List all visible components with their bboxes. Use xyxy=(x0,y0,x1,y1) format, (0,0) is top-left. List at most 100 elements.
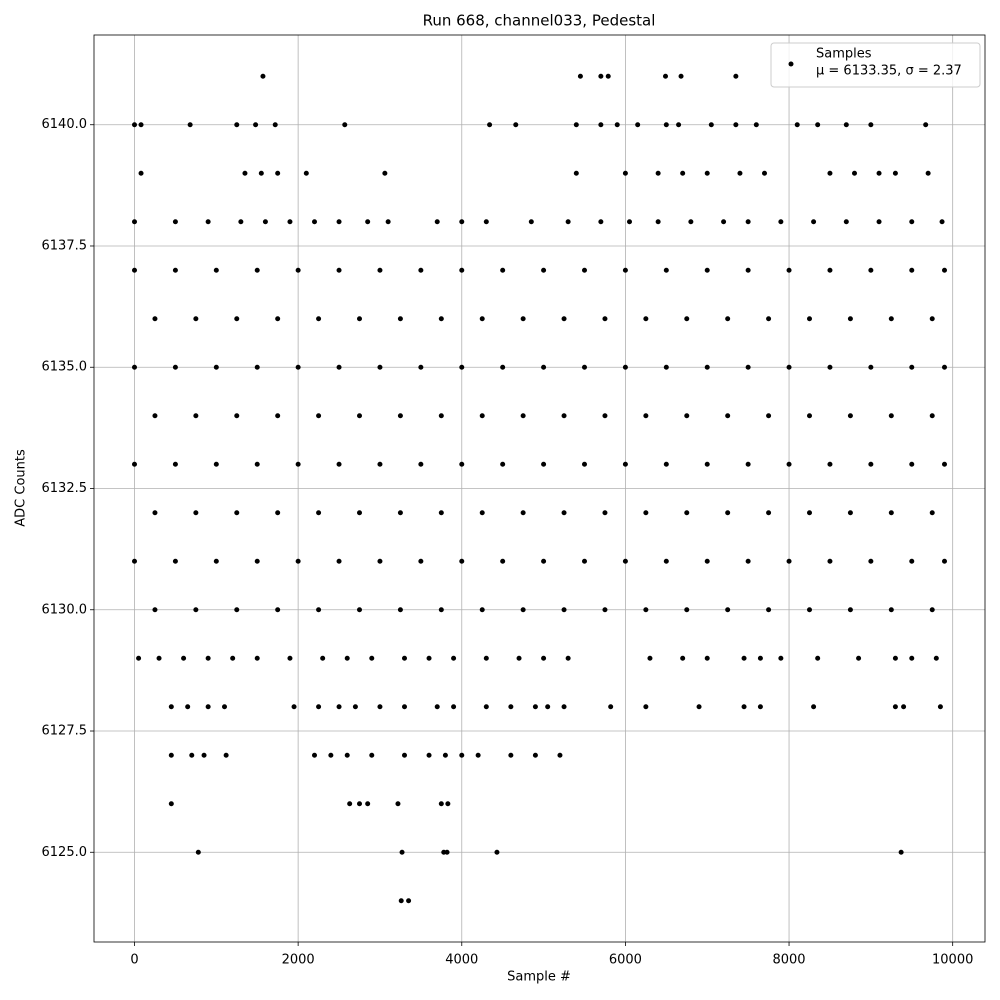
point xyxy=(901,704,907,710)
point xyxy=(272,122,278,128)
point xyxy=(347,801,353,807)
point xyxy=(827,267,833,273)
point xyxy=(399,849,405,855)
point xyxy=(316,607,322,613)
point xyxy=(704,558,710,564)
point xyxy=(688,219,694,225)
point xyxy=(254,364,260,370)
point xyxy=(778,655,784,661)
point xyxy=(213,267,219,273)
point xyxy=(397,607,403,613)
point xyxy=(475,752,481,758)
legend-marker xyxy=(788,61,794,67)
point xyxy=(582,267,587,273)
point xyxy=(438,801,444,807)
point xyxy=(684,607,690,613)
point xyxy=(807,607,812,613)
point xyxy=(725,607,731,613)
point xyxy=(275,170,281,176)
point xyxy=(152,316,158,322)
point xyxy=(442,752,448,758)
point xyxy=(320,655,326,661)
point xyxy=(459,461,465,467)
point xyxy=(663,267,669,273)
point xyxy=(757,704,763,710)
y-axis-label: ADC Counts xyxy=(14,449,29,527)
point xyxy=(152,413,158,419)
point xyxy=(238,219,244,225)
point xyxy=(696,704,702,710)
point xyxy=(704,461,710,467)
point xyxy=(459,752,465,758)
point xyxy=(663,73,668,79)
point xyxy=(643,607,649,613)
point xyxy=(254,267,260,273)
point xyxy=(528,219,534,225)
point xyxy=(234,316,240,322)
point xyxy=(336,461,342,467)
point xyxy=(262,219,268,225)
point xyxy=(316,316,322,322)
point xyxy=(242,170,248,176)
point xyxy=(532,704,538,710)
point xyxy=(418,461,424,467)
point xyxy=(181,655,187,661)
point xyxy=(868,558,874,564)
point xyxy=(136,655,142,661)
point xyxy=(494,849,500,855)
point xyxy=(778,219,784,225)
point xyxy=(888,413,894,419)
point xyxy=(622,267,628,273)
point xyxy=(336,364,342,370)
point xyxy=(520,316,526,322)
point xyxy=(573,170,579,176)
point xyxy=(402,752,407,758)
point xyxy=(205,655,211,661)
point xyxy=(745,267,751,273)
point xyxy=(312,219,317,225)
point xyxy=(888,510,894,516)
point xyxy=(172,364,178,370)
point xyxy=(643,704,649,710)
point xyxy=(843,219,849,225)
point xyxy=(426,655,432,661)
point xyxy=(766,316,772,322)
point xyxy=(811,219,817,225)
point xyxy=(786,558,792,564)
point xyxy=(868,461,874,467)
point xyxy=(479,413,485,419)
point xyxy=(291,704,297,710)
point xyxy=(898,849,904,855)
point xyxy=(500,461,506,467)
point xyxy=(508,704,514,710)
chart-title: Run 668, channel033, Pedestal xyxy=(423,12,656,30)
point xyxy=(614,122,620,128)
point xyxy=(655,219,661,225)
y-tick-label: 6135.0 xyxy=(42,360,88,375)
point xyxy=(577,73,583,79)
point xyxy=(909,461,915,467)
point xyxy=(132,558,137,564)
point xyxy=(275,316,281,322)
point xyxy=(815,655,821,661)
point xyxy=(923,122,929,128)
point xyxy=(643,510,649,516)
point xyxy=(868,364,874,370)
point xyxy=(942,267,947,273)
point xyxy=(187,122,193,128)
point xyxy=(138,170,144,176)
point xyxy=(295,558,301,564)
point xyxy=(395,801,401,807)
point xyxy=(138,122,144,128)
point xyxy=(745,461,751,467)
point xyxy=(708,122,714,128)
point xyxy=(483,219,489,225)
point xyxy=(733,73,739,79)
point xyxy=(344,752,350,758)
point xyxy=(234,607,240,613)
point xyxy=(678,73,684,79)
point xyxy=(888,316,894,322)
point xyxy=(287,219,293,225)
point xyxy=(483,704,489,710)
point xyxy=(541,558,547,564)
